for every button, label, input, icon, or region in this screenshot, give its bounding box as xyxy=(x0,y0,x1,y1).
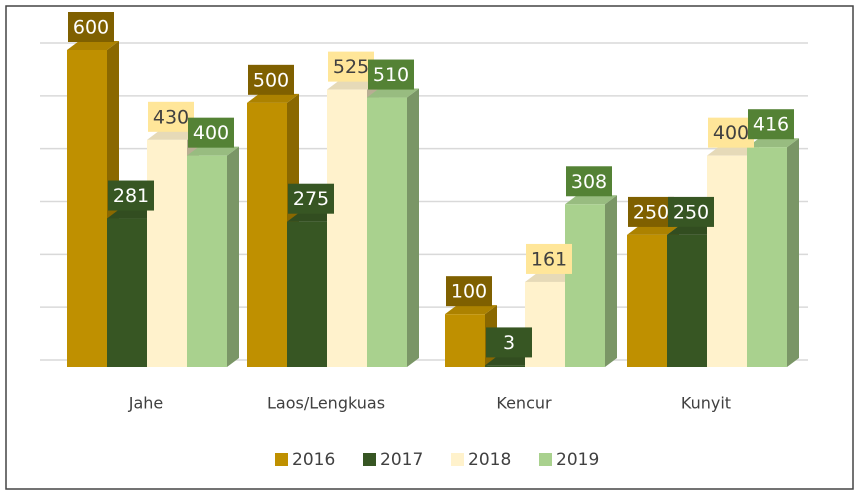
bar-top xyxy=(247,93,299,103)
bar xyxy=(107,218,147,367)
legend-label: 2016 xyxy=(292,450,335,470)
data-label: 281 xyxy=(113,185,149,207)
bar-top xyxy=(367,88,419,98)
bar-top xyxy=(525,272,577,282)
x-tick-label: Laos/Lengkuas xyxy=(267,394,385,413)
bar xyxy=(667,234,707,367)
legend-swatch xyxy=(539,453,552,466)
data-label-box xyxy=(288,183,334,214)
data-label: 430 xyxy=(153,106,189,128)
data-label-box xyxy=(566,166,612,197)
x-tick-label: Kunyit xyxy=(681,394,731,413)
data-label: 500 xyxy=(253,69,289,91)
data-label-box xyxy=(708,117,754,148)
x-tick-label: Kencur xyxy=(496,394,552,413)
data-label-box xyxy=(68,12,114,42)
data-label: 161 xyxy=(531,248,567,270)
bar-top xyxy=(445,305,497,315)
data-label-box xyxy=(188,117,234,148)
data-label: 100 xyxy=(451,281,487,303)
data-label: 416 xyxy=(753,114,789,136)
legend-swatch xyxy=(275,453,288,466)
bar-top xyxy=(485,356,537,366)
bar xyxy=(747,147,787,367)
bar-top xyxy=(187,146,239,156)
data-label-box xyxy=(526,243,572,274)
bar-side xyxy=(407,88,419,368)
bar xyxy=(445,314,485,367)
data-label: 250 xyxy=(673,201,709,223)
bar xyxy=(485,365,525,367)
data-label-box xyxy=(368,59,414,90)
bar xyxy=(147,139,187,367)
bar-top xyxy=(747,138,799,148)
bar-side xyxy=(605,195,617,367)
x-tick-label: Jahe xyxy=(128,394,164,413)
bar xyxy=(707,155,747,367)
data-label-box xyxy=(486,327,532,358)
data-label-box xyxy=(446,276,492,307)
bar xyxy=(565,204,605,367)
bar xyxy=(327,89,367,367)
bar-top xyxy=(67,41,119,50)
data-label: 275 xyxy=(293,188,329,210)
data-label-box xyxy=(248,64,294,95)
bar-top xyxy=(107,209,159,219)
legend-swatch xyxy=(451,453,464,466)
data-label: 400 xyxy=(713,122,749,144)
legend-label: 2019 xyxy=(556,450,599,470)
bar xyxy=(367,97,407,368)
bar-top xyxy=(147,130,199,140)
bar-top xyxy=(667,225,719,235)
data-label-box xyxy=(328,51,374,82)
bar xyxy=(287,221,327,367)
data-label: 510 xyxy=(373,64,409,86)
legend-label: 2017 xyxy=(380,450,423,470)
bar xyxy=(187,155,227,367)
legend-swatch xyxy=(363,453,376,466)
data-label: 600 xyxy=(73,17,109,39)
data-label: 525 xyxy=(333,56,369,78)
bar-top xyxy=(627,225,679,235)
bar-side xyxy=(787,138,799,367)
bar-top xyxy=(565,195,617,205)
data-label-box xyxy=(148,101,194,132)
data-label: 308 xyxy=(571,171,607,193)
bar-top xyxy=(327,80,379,90)
bar xyxy=(247,102,287,367)
bar xyxy=(627,234,667,367)
legend-label: 2018 xyxy=(468,450,511,470)
bar-top xyxy=(287,212,339,222)
data-label-box xyxy=(748,109,794,140)
data-label-box xyxy=(628,196,674,227)
data-label: 3 xyxy=(503,332,515,354)
bar-top xyxy=(707,146,759,156)
data-label-box xyxy=(108,180,154,211)
bar xyxy=(67,50,107,367)
bar-side xyxy=(227,146,239,367)
data-label-box xyxy=(668,196,714,227)
data-label: 250 xyxy=(633,201,669,223)
data-label: 400 xyxy=(193,122,229,144)
